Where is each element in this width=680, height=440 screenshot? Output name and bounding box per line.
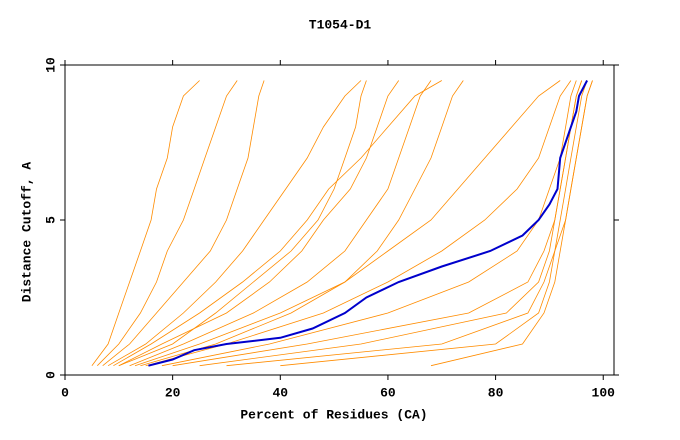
x-tick-label: 80 [488,385,504,400]
curve [118,80,400,367]
chart-title: T1054-D1 [309,17,372,32]
y-tick-label: 5 [43,216,58,224]
x-tick-label: 60 [380,385,396,400]
x-tick-label: 20 [165,385,181,400]
curve [172,80,583,367]
curve [118,80,367,367]
y-tick-label: 0 [43,371,58,379]
x-tick-label: 0 [61,385,69,400]
curve [140,80,464,367]
curve [226,80,588,367]
curve [134,80,561,367]
x-axis-label: Percent of Residues (CA) [240,407,427,422]
curve [102,80,265,367]
curve [161,80,577,367]
curve [113,80,442,367]
x-tick-label: 100 [592,385,616,400]
curve [430,80,593,367]
y-axis-label: Distance Cutoff, A [19,162,34,303]
curve [91,80,200,366]
curve [148,80,588,367]
y-tick-label: 10 [43,57,58,73]
curve [97,80,238,366]
curve [129,80,432,367]
curve [280,80,593,367]
curve [199,80,583,367]
curve [107,80,362,367]
plot-frame [64,64,615,376]
x-tick-label: 40 [272,385,288,400]
curve [145,80,572,367]
